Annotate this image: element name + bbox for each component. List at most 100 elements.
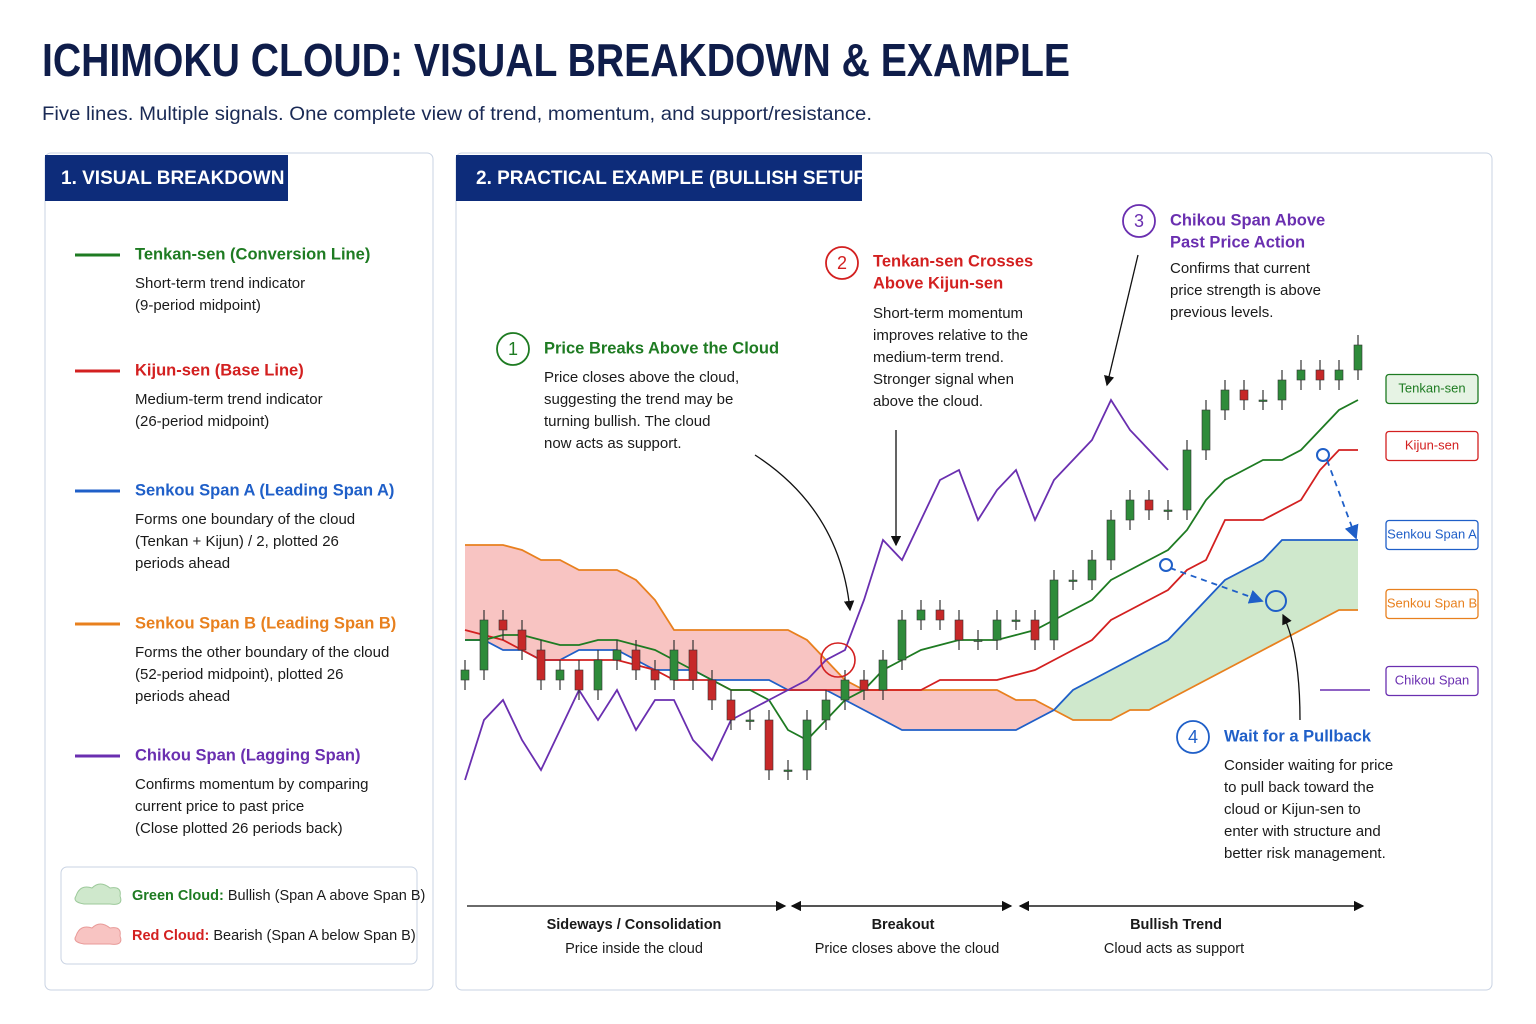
candle-body (1106, 519, 1116, 561)
cloud (1206, 580, 1225, 680)
annotation-body: to pull back toward the (1224, 779, 1374, 796)
annotation-badge (496, 332, 530, 366)
candle-body (973, 639, 983, 642)
subtitle: Five lines. Multiple signals. One comple… (42, 103, 872, 125)
annotation-body: now acts as support. (544, 435, 682, 452)
legend-desc: Short-term trend indicator (135, 275, 305, 292)
cloud (712, 630, 731, 680)
cloud (997, 690, 1016, 730)
legend-desc: (9-period midpoint) (135, 297, 261, 314)
line-label: Kijun-sen (1405, 437, 1459, 452)
annotation-body: Short-term momentum (873, 305, 1023, 322)
candle-body (878, 659, 888, 691)
annotation-badge (1176, 720, 1210, 754)
annotation-number: 3 (1134, 211, 1144, 231)
annotation-badge (1122, 204, 1156, 238)
annotation-body: above the cloud. (873, 393, 983, 410)
pointer (1326, 459, 1359, 540)
legend-title: Senkou Span A (Leading Span A) (135, 481, 394, 499)
cloud (503, 545, 522, 650)
cloud (1282, 540, 1301, 640)
cloud (579, 570, 598, 650)
candle-body (593, 659, 603, 691)
candle-body (1220, 389, 1230, 411)
phase-title: Sideways / Consolidation (547, 917, 722, 933)
candle-body (1277, 379, 1287, 401)
cloud (465, 545, 484, 640)
annotation-badge (825, 246, 859, 280)
candle-body (1087, 559, 1097, 581)
candle-body (859, 679, 869, 691)
annotation-body: Stronger signal when (873, 371, 1014, 388)
cloud (1244, 560, 1263, 660)
legend: Tenkan-sen (Conversion Line) Short-term t… (75, 245, 396, 837)
annotation-number: 4 (1188, 727, 1198, 747)
legend-title: Senkou Span B (Leading Span B) (135, 614, 396, 632)
legend-desc: (Tenkan + Kijun) / 2, plotted 26 (135, 533, 339, 550)
annotation-number: 1 (508, 339, 518, 359)
annotation-body: better risk management. (1224, 845, 1386, 862)
cloud (522, 550, 541, 660)
line-label: Chikou Span (1395, 672, 1469, 687)
annotation-title: Past Price Action (1170, 233, 1305, 251)
cloud (617, 570, 636, 660)
highlight (1159, 558, 1173, 572)
candle-body (479, 619, 489, 671)
candle-body (726, 699, 736, 721)
pointer (1169, 567, 1264, 604)
phase-title: Breakout (872, 917, 935, 933)
title: ICHIMOKU CLOUD: VISUAL BREAKDOWN & EXAMP… (42, 34, 1070, 86)
cloud (1301, 540, 1320, 630)
candle-body (1011, 619, 1021, 622)
series-line (465, 399, 1359, 742)
legend-desc: periods ahead (135, 555, 230, 572)
tab (45, 155, 288, 201)
candle-body (1163, 509, 1173, 512)
cloud (921, 690, 940, 730)
annotation-number: 2 (837, 253, 847, 273)
legend-desc: Confirms momentum by comparing (135, 776, 368, 793)
annotation-body: previous levels. (1170, 304, 1273, 321)
cloud (1263, 540, 1282, 650)
cloud (769, 630, 788, 690)
candle-body (916, 609, 926, 621)
cloud (788, 630, 807, 690)
candle-body (821, 699, 831, 721)
legend-desc: Medium-term trend indicator (135, 391, 323, 408)
line-label: Senkou Span A (1387, 526, 1477, 541)
candle-body (935, 609, 945, 621)
candle-body (802, 719, 812, 771)
candle-body (460, 669, 470, 681)
candle-body (1144, 499, 1154, 511)
line-label-box (1385, 519, 1479, 551)
legend-desc: Forms one boundary of the cloud (135, 511, 355, 528)
candle-body (517, 629, 527, 651)
phase-title: Bullish Trend (1130, 917, 1222, 933)
legend-desc: (Close plotted 26 periods back) (135, 820, 343, 837)
annotation-title: Wait for a Pullback (1224, 727, 1372, 745)
cloud (1130, 650, 1149, 710)
candle-body (669, 649, 679, 681)
pointer (1282, 613, 1301, 721)
annotation-body: Confirms that current (1170, 260, 1311, 277)
candle-body (612, 649, 622, 661)
cloud (1149, 640, 1168, 710)
line-label-box (1385, 373, 1479, 405)
annotation-body: price strength is above (1170, 282, 1321, 299)
candle-body (1049, 579, 1059, 641)
legend-title: Chikou Span (Lagging Span) (135, 746, 361, 764)
cloud (1035, 700, 1054, 720)
line-label: Tenkan-sen (1398, 380, 1465, 395)
annotation-body: turning bullish. The cloud (544, 413, 711, 430)
cloud (978, 690, 997, 730)
annotation-body: improves relative to the (873, 327, 1028, 344)
legend-title: Tenkan-sen (Conversion Line) (135, 245, 370, 263)
cloud-legend-item: Green Cloud: Bullish (Span A above Span … (132, 888, 425, 904)
candle-body (631, 649, 641, 671)
panel (455, 152, 1493, 991)
pointer (754, 454, 855, 612)
cloud (959, 690, 978, 730)
annotation-title: Above Kijun-sen (873, 274, 1003, 292)
cloud (1339, 540, 1358, 610)
cloud (1111, 660, 1130, 720)
